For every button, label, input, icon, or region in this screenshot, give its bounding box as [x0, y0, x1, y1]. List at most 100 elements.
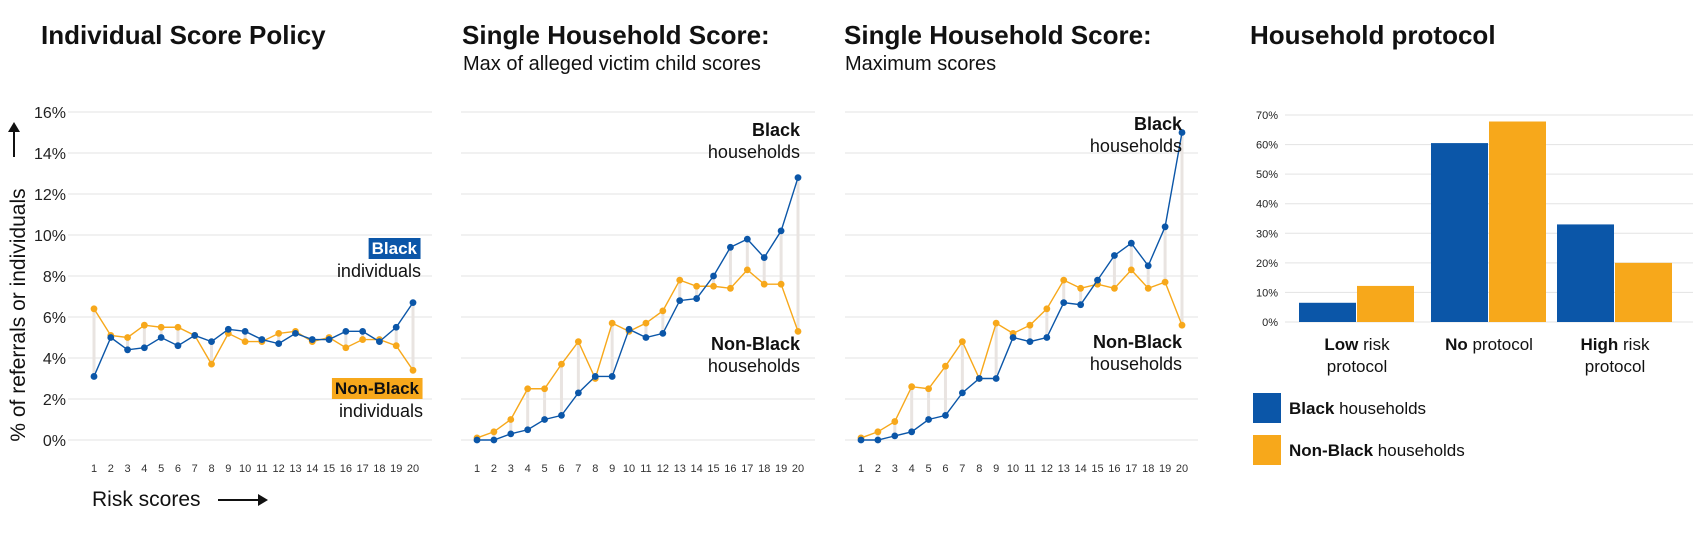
x-tick-label: 17 — [357, 463, 369, 475]
black-point — [760, 254, 768, 261]
x-tick-label: 15 — [707, 463, 719, 475]
nonblack-bar — [1615, 262, 1672, 322]
black-point — [342, 327, 350, 335]
black-point — [140, 344, 148, 352]
bar-y-tick-label: 70% — [1256, 110, 1278, 122]
panel-2-title: Single Household Score: — [462, 20, 770, 50]
nonblack-point — [507, 416, 515, 423]
black-label-box — [368, 238, 421, 259]
black-point — [1026, 338, 1034, 345]
legend-swatch — [1253, 393, 1281, 423]
x-tick-label: 5 — [926, 463, 932, 475]
black-point — [258, 336, 266, 343]
nonblack-point — [157, 323, 165, 331]
bar-category-label: No protocol — [1445, 335, 1533, 354]
black-point — [1127, 239, 1135, 247]
black-point — [908, 428, 916, 436]
y-axis-title: % of referrals or individuals — [7, 188, 30, 441]
black-point — [191, 332, 199, 339]
black-point — [975, 375, 983, 382]
y-tick-label: 8% — [43, 269, 66, 286]
x-tick-label: 3 — [125, 463, 131, 475]
nonblack-point — [958, 338, 966, 345]
black-point — [1144, 262, 1152, 270]
x-tick-label: 13 — [674, 463, 686, 475]
nonblack-point — [760, 280, 768, 288]
x-tick-label: 10 — [623, 463, 635, 475]
black-point — [925, 416, 932, 423]
x-tick-label: 4 — [909, 463, 915, 475]
x-tick-label: 20 — [792, 463, 804, 475]
x-tick-label: 13 — [289, 463, 301, 475]
black-point — [308, 336, 316, 343]
x-tick-label: 19 — [390, 463, 402, 475]
black-point — [392, 323, 400, 331]
nonblack-point — [342, 344, 350, 352]
x-tick-label: 16 — [724, 463, 736, 475]
nonblack-label-suffix: individuals — [339, 401, 423, 421]
x-tick-label: 1 — [858, 463, 864, 475]
black-bar — [1299, 302, 1356, 322]
nonblack-label-suffix: households — [1090, 354, 1182, 374]
black-point — [676, 297, 684, 304]
bar-category-label-line2: protocol — [1327, 357, 1387, 376]
black-point — [1043, 334, 1051, 341]
y-tick-label: 4% — [43, 351, 66, 368]
nonblack-point — [140, 321, 148, 329]
x-tick-label: 15 — [323, 463, 335, 475]
nonblack-label-suffix: households — [708, 356, 800, 376]
x-tick-label: 5 — [158, 463, 164, 475]
nonblack-point — [891, 418, 899, 425]
black-point — [625, 325, 633, 333]
nonblack-point — [642, 319, 650, 327]
x-tick-label: 3 — [508, 463, 514, 475]
bar-category-label-line2: protocol — [1585, 357, 1645, 376]
black-label: Black — [752, 120, 801, 140]
x-tick-label: 14 — [306, 463, 318, 475]
black-point — [659, 330, 667, 337]
black-point — [224, 325, 232, 333]
black-point — [359, 327, 367, 335]
black-point — [157, 334, 165, 341]
black-label: Black — [1134, 114, 1183, 134]
black-point — [1060, 299, 1068, 307]
nonblack-point — [925, 385, 932, 393]
y-tick-label: 10% — [34, 228, 66, 245]
x-tick-label: 10 — [239, 463, 251, 475]
nonblack-point — [942, 362, 949, 370]
nonblack-point — [992, 319, 1000, 327]
x-tick-label: 17 — [1125, 463, 1137, 475]
black-point — [1094, 276, 1101, 284]
black-point — [292, 330, 299, 337]
black-point — [642, 334, 650, 341]
x-tick-label: 7 — [959, 463, 965, 475]
x-tick-label: 14 — [691, 463, 703, 475]
y-tick-label: 0% — [43, 433, 66, 450]
x-tick-label: 1 — [474, 463, 480, 475]
black-point — [90, 373, 98, 380]
black-point — [208, 338, 215, 345]
black-point — [524, 426, 532, 434]
black-point — [1178, 129, 1186, 136]
line-panel-2: 1 2 3 4 5 6 7 8 9 10 11 12 13 14 15 16 17 18 19 20Blackhous… — [461, 111, 815, 475]
black-point — [857, 436, 865, 444]
panel-3-title: Single Household Score: — [844, 20, 1152, 50]
black-point — [693, 295, 701, 302]
black-point — [409, 299, 417, 307]
bar-y-tick-label: 30% — [1256, 228, 1278, 240]
y-tick-label: 16% — [34, 105, 66, 122]
x-axis-title: Risk scores — [92, 488, 201, 511]
black-point — [958, 389, 966, 397]
line-panel-1: 0%2%4%6%8%10%12%14%16%1 2 3 4 5 6 7 8 9 10 11 12 13 1… — [34, 105, 432, 475]
y-tick-label: 14% — [34, 146, 66, 163]
x-tick-label: 17 — [741, 463, 753, 475]
x-tick-label: 2 — [875, 463, 881, 475]
black-point — [241, 327, 249, 335]
x-tick-label: 6 — [558, 463, 564, 475]
x-tick-label: 9 — [609, 463, 615, 475]
nonblack-label: Non-Black — [1093, 332, 1183, 352]
y-tick-label: 6% — [43, 310, 66, 327]
nonblack-point — [908, 383, 916, 391]
x-tick-label: 11 — [1024, 463, 1035, 475]
black-label-suffix: individuals — [337, 261, 421, 281]
